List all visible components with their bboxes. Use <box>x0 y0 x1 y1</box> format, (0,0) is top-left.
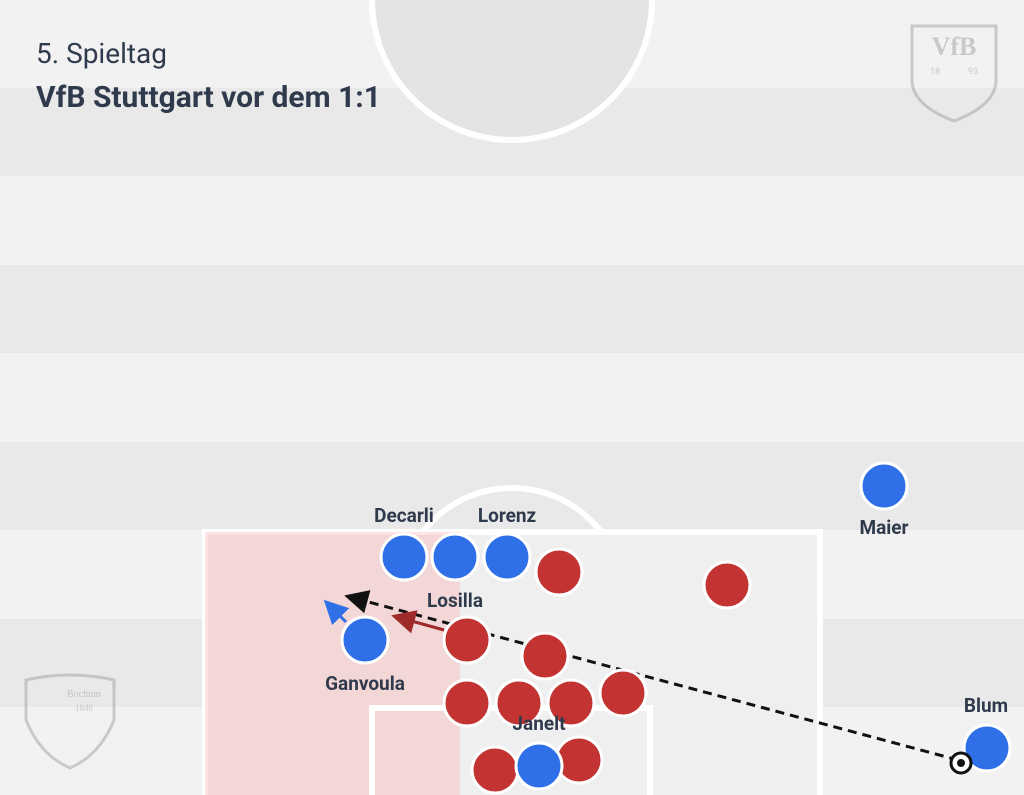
player-label: Decarli <box>374 504 434 527</box>
opponent <box>442 678 492 728</box>
arrows <box>323 590 959 762</box>
labels: Decarli Lorenz Maier Losilla Ganvoula Ja… <box>325 504 1008 735</box>
logo-year: 1848 <box>75 703 94 713</box>
logo-year: 93 <box>968 67 978 77</box>
opponent <box>534 547 584 597</box>
player-label: Maier <box>859 516 908 539</box>
logo-text: Bochum <box>67 689 101 700</box>
player-label: Lorenz <box>478 504 537 527</box>
player <box>379 532 429 582</box>
opponent <box>702 560 752 610</box>
player <box>514 741 564 791</box>
players <box>340 461 1012 795</box>
player-label: Ganvoula <box>325 672 405 695</box>
logo-year: 18 <box>930 67 940 77</box>
player-label: Blum <box>964 694 1008 717</box>
bochum-logo: Bochum 1848 <box>24 673 116 770</box>
player <box>962 723 1012 773</box>
logo-text: VfB <box>932 32 977 61</box>
opponent <box>470 745 520 795</box>
player <box>859 461 909 511</box>
vfb-logo: VfB 18 93 <box>910 24 998 123</box>
opponent <box>520 631 570 681</box>
title: VfB Stuttgart vor dem 1:1 <box>36 80 381 115</box>
opponent <box>442 615 492 665</box>
ball <box>957 759 965 767</box>
opponent <box>598 668 648 718</box>
player <box>430 532 480 582</box>
subtitle: 5. Spieltag <box>36 37 167 70</box>
opponent <box>546 678 596 728</box>
opponent <box>554 735 604 785</box>
player <box>482 532 532 582</box>
player-label: Losilla <box>427 589 483 612</box>
player-label: Janelt <box>512 712 566 735</box>
player <box>340 615 390 665</box>
opponent <box>494 678 544 728</box>
